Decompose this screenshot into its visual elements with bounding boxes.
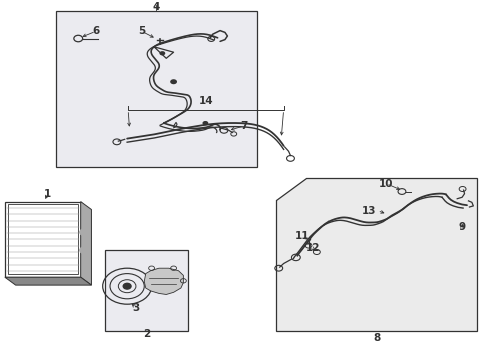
Bar [56, 11, 256, 167]
Text: 6: 6 [92, 26, 99, 36]
Text: 1: 1 [44, 189, 51, 199]
Circle shape [202, 121, 208, 125]
Text: 2: 2 [143, 329, 150, 339]
Circle shape [123, 283, 131, 289]
Text: 14: 14 [199, 96, 213, 106]
Circle shape [80, 229, 89, 236]
Polygon shape [81, 202, 91, 285]
Text: 4: 4 [152, 2, 160, 12]
Text: 7: 7 [239, 121, 247, 131]
Polygon shape [144, 268, 183, 294]
Polygon shape [5, 277, 91, 285]
Bar [8, 204, 78, 274]
Circle shape [80, 247, 89, 254]
Text: 10: 10 [378, 179, 393, 189]
Circle shape [170, 79, 177, 84]
Bar [5, 202, 81, 277]
Circle shape [159, 51, 165, 55]
Text: 8: 8 [372, 333, 379, 343]
Text: 5: 5 [138, 26, 145, 36]
Polygon shape [276, 178, 476, 331]
Text: 11: 11 [294, 231, 309, 241]
Text: 9: 9 [458, 222, 465, 232]
Text: 13: 13 [361, 206, 376, 216]
Bar [105, 250, 188, 331]
Text: 12: 12 [305, 243, 320, 253]
Text: 3: 3 [132, 303, 139, 313]
